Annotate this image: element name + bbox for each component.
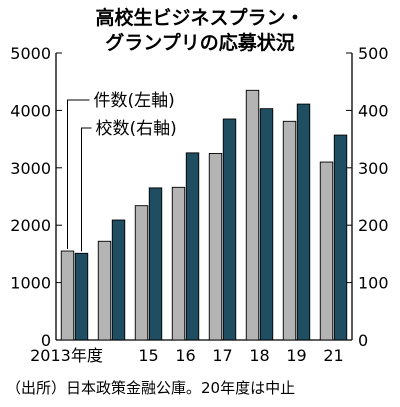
left-tick-label: 5000: [10, 44, 51, 63]
legend-leader-kensuu: [67, 99, 90, 250]
x-tick-label: 17: [212, 346, 232, 365]
legend-label-kousuu: 校数(右軸): [96, 119, 177, 139]
left-tick-label: 0: [41, 331, 51, 350]
bar-kensuu: [319, 161, 334, 341]
right-tick-label: 100: [358, 274, 389, 293]
left-tick-label: 4000: [10, 101, 51, 120]
legend-label-kensuu: 件数(左軸): [94, 91, 175, 111]
bar-kensuu: [97, 240, 112, 341]
source-note: （出所）日本政策金融公庫。20年度は中止: [6, 379, 296, 397]
bar-kensuu: [134, 205, 149, 341]
bar-kousuu: [185, 152, 200, 341]
bar-kensuu: [282, 120, 297, 341]
left-tick-label: 2000: [10, 216, 51, 235]
bar-kousuu: [333, 134, 348, 341]
x-tick-label: 16: [175, 346, 195, 365]
x-tick-label: 2013年度: [30, 346, 103, 365]
bar-kousuu: [148, 187, 163, 341]
bar-kousuu: [222, 118, 237, 341]
x-tick-label: 19: [286, 346, 306, 365]
bar-kousuu: [259, 108, 274, 341]
right-tick-label: 0: [358, 331, 368, 350]
chart-title-line-1: 高校生ビジネスプラン・: [95, 7, 305, 29]
x-tick-label: 21: [323, 346, 343, 365]
bar-kousuu: [74, 252, 89, 341]
bar-kensuu: [60, 250, 75, 341]
x-tick-label: 15: [138, 346, 158, 365]
x-tick-label: 18: [249, 346, 269, 365]
legend-leader-kousuu: [81, 127, 92, 252]
chart-title-line-2: グランプリの応募状況: [105, 32, 295, 54]
bar-kensuu: [171, 186, 186, 341]
left-tick-label: 3000: [10, 159, 51, 178]
bar-kensuu: [245, 89, 260, 341]
bar-kousuu: [111, 219, 126, 341]
right-tick-label: 200: [358, 216, 389, 235]
bar-kensuu: [208, 152, 223, 341]
left-tick-label: 1000: [10, 274, 51, 293]
bar-kousuu: [296, 103, 311, 341]
right-tick-label: 300: [358, 159, 389, 178]
right-tick-label: 500: [358, 44, 389, 63]
right-tick-label: 400: [358, 101, 389, 120]
